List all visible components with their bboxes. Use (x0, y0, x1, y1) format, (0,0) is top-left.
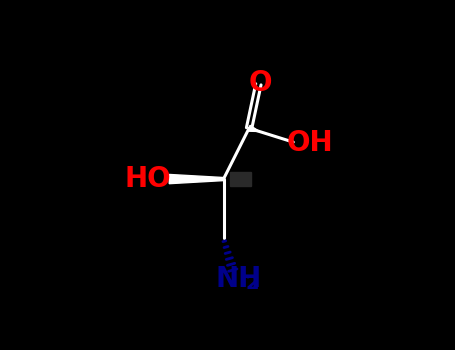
Text: O: O (248, 69, 272, 97)
Text: NH: NH (215, 265, 261, 293)
FancyBboxPatch shape (231, 172, 251, 186)
Polygon shape (248, 125, 259, 132)
Polygon shape (169, 174, 223, 184)
Text: 2: 2 (245, 274, 259, 293)
Text: HO: HO (124, 165, 171, 193)
Text: OH: OH (287, 129, 334, 157)
